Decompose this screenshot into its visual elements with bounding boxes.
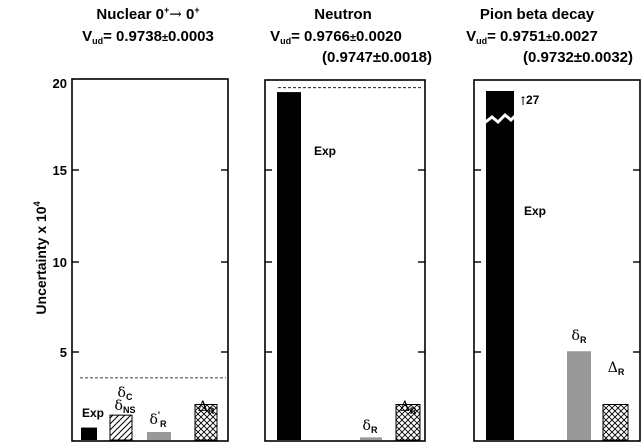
bar-delta-c-ns-nuclear (109, 414, 133, 441)
vud-value-neutron: Vud= 0.9766±0.0020 (270, 28, 402, 46)
panel-neutron: Neutron Vud= 0.9766±0.0020 (0.9747±0.001… (264, 6, 432, 442)
bar-delta-r-prime-nuclear (147, 432, 171, 440)
bar-break-mark-pion (482, 111, 520, 126)
bar-exp-neutron (277, 92, 301, 440)
y-axis-label: Uncertainty x 104 (32, 201, 49, 314)
y-tick-label-15: 15 (53, 163, 67, 178)
y-ticks-neutron (265, 169, 425, 353)
bar-label-delta-r-neutron: δR (363, 418, 378, 435)
panel-title-pion: Pion beta decay (480, 6, 595, 23)
bar-label-exp-neutron: Exp (314, 144, 336, 158)
y-ticks-nuclear (72, 169, 228, 353)
y-tick-label-5: 5 (60, 345, 67, 360)
bar-label-delta-ns: δNS (115, 398, 136, 415)
panel-nuclear: Nuclear 0+→ 0+ Vud= 0.9738±0.0003 Uncert… (32, 5, 229, 442)
bar-label-Delta-r-pion: ΔR (608, 360, 625, 377)
panel-title-nuclear: Nuclear 0+→ 0+ (96, 5, 199, 23)
bar-exp-pion (486, 91, 514, 440)
vud-value-nuclear: Vud= 0.9738±0.0003 (82, 28, 214, 46)
plot-frame-neutron (264, 79, 426, 442)
overflow-arrow-icon: ↑ (518, 94, 528, 108)
y-tick-label-10: 10 (53, 255, 67, 270)
panel-pion: Pion beta decay Vud= 0.9751±0.0027 (0.97… (466, 6, 641, 442)
bar-delta-r-neutron (360, 437, 382, 440)
panel-title-neutron: Neutron (314, 6, 372, 23)
bar-label-exp-pion: Exp (524, 204, 546, 218)
y-ticks-pion (474, 169, 640, 353)
bar-label-delta-r-prime: δ'R (149, 410, 167, 429)
bar-Delta-r-neutron (395, 404, 421, 441)
bar-Delta-r-pion (602, 404, 629, 441)
vud-alt-pion: (0.9732±0.0032) (523, 49, 633, 66)
vud-value-pion: Vud= 0.9751±0.0027 (466, 28, 598, 46)
bar-Delta-r-nuclear (194, 404, 218, 441)
plot-frame-nuclear (71, 78, 229, 442)
y-tick-label-20: 20 (53, 76, 67, 91)
bar-label-delta-r-pion: δR (572, 328, 587, 345)
overflow-value-pion: 27 (526, 93, 540, 107)
plot-frame-pion (473, 79, 641, 442)
bar-label-delta-c: δC (118, 385, 133, 402)
bar-label-Delta-r-neutron: ΔR (400, 399, 417, 416)
bar-label-Delta-r-nuclear: ΔR (198, 399, 215, 416)
bar-exp-nuclear (81, 427, 97, 440)
bar-delta-r-pion (567, 351, 591, 440)
bar-label-exp-nuclear: Exp (82, 406, 104, 420)
vud-alt-neutron: (0.9747±0.0018) (322, 49, 432, 66)
